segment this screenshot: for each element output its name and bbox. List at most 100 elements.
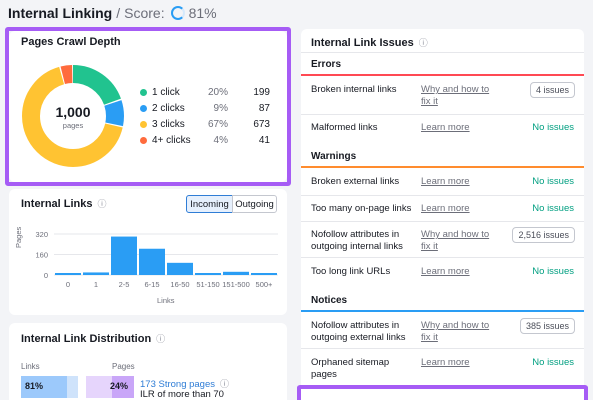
info-icon[interactable]: ⓘ xyxy=(97,199,107,209)
ilr-text: ILR of more than 70 xyxy=(140,389,224,400)
issue-name: Malformed links xyxy=(311,122,378,133)
bar-2-5[interactable] xyxy=(111,236,137,275)
page-header: Internal Linking / Score: 81% xyxy=(8,4,217,22)
issues-badge[interactable]: 4 issues xyxy=(529,82,575,98)
x-tick-label: 500+ xyxy=(256,280,274,289)
y-axis-label: Pages xyxy=(14,226,23,248)
x-tick-label: 16-50 xyxy=(170,280,189,289)
issue-row-long-urls[interactable]: Too long link URLs Learn more No issues xyxy=(301,257,584,287)
issues-title-text: Internal Link Issues xyxy=(311,37,414,49)
strong-pages-text: 173 Strong pages xyxy=(140,379,216,390)
bar-16-50[interactable] xyxy=(167,262,193,275)
legend-count: 41 xyxy=(258,134,270,146)
issue-name: Nofollow attributes in outgoing external… xyxy=(311,320,406,343)
no-issues-status: No issues xyxy=(532,266,574,277)
notices-accent xyxy=(301,310,584,312)
fix-link[interactable]: Why and how to fix it xyxy=(421,320,490,343)
next-row-highlight xyxy=(297,385,588,400)
legend-pct: 20% xyxy=(207,86,228,98)
pages-bar[interactable]: 24% xyxy=(86,376,134,398)
legend-count: 87 xyxy=(258,102,270,114)
legend-row-1-click[interactable]: 1 click 20% 199 xyxy=(140,85,270,99)
distribution-title-text: Internal Link Distribution xyxy=(21,333,152,345)
score-label: Score: xyxy=(124,5,165,21)
issue-name: Too long link URLs xyxy=(311,266,391,277)
internal-links-title-text: Internal Links xyxy=(21,198,93,210)
bar-500+[interactable] xyxy=(251,273,277,275)
fix-link[interactable]: Why and how to fix it xyxy=(421,229,490,252)
warnings-accent xyxy=(301,166,584,168)
x-tick-label: 2-5 xyxy=(119,280,130,289)
legend-pct: 67% xyxy=(207,118,228,130)
divider xyxy=(301,114,584,115)
issue-name: Too many on-page links xyxy=(311,203,412,214)
crawl-depth-highlight xyxy=(5,27,291,186)
issue-row-too-many-links[interactable]: Too many on-page links Learn more No iss… xyxy=(301,195,584,221)
donut-slice-0[interactable] xyxy=(22,65,124,167)
y-tick-label: 320 xyxy=(35,230,48,239)
learn-more-link[interactable]: Learn more xyxy=(421,122,470,133)
info-icon[interactable]: ⓘ xyxy=(220,379,230,389)
issues-badge[interactable]: 385 issues xyxy=(519,318,575,334)
issue-row-orphaned-sitemap[interactable]: Orphaned sitemap pages Learn more No iss… xyxy=(301,348,584,384)
legend-label: 2 clicks xyxy=(152,102,185,114)
tab-incoming[interactable]: Incoming xyxy=(186,195,233,213)
legend-pct: 4% xyxy=(213,134,228,146)
issue-row-malformed[interactable]: Malformed links Learn more No issues xyxy=(301,114,584,144)
issue-row-nofollow-external[interactable]: Nofollow attributes in outgoing external… xyxy=(301,312,584,348)
crawl-depth-title: Pages Crawl Depth xyxy=(21,36,121,48)
learn-more-link[interactable]: Learn more xyxy=(421,176,470,187)
legend-dot xyxy=(140,120,147,128)
no-issues-status: No issues xyxy=(532,203,574,214)
x-tick-label: 6-15 xyxy=(144,280,159,289)
score-value: 81% xyxy=(188,5,217,21)
issue-row-nofollow-internal[interactable]: Nofollow attributes in outgoing internal… xyxy=(301,221,584,257)
x-axis-label: Links xyxy=(157,296,175,305)
divider xyxy=(301,257,584,258)
title-separator: / xyxy=(116,5,121,21)
donut-center-value: 1,000 xyxy=(55,104,91,120)
bar-1[interactable] xyxy=(83,272,109,275)
legend-count: 199 xyxy=(253,86,270,98)
legend-row-4-plus-clicks[interactable]: 4+ clicks 4% 41 xyxy=(140,133,270,147)
links-bar[interactable]: 81% xyxy=(21,376,78,398)
score-ring-icon xyxy=(170,6,185,20)
pages-label: Pages xyxy=(112,362,135,371)
bar-0[interactable] xyxy=(55,273,81,275)
distribution-title: Internal Link Distribution ⓘ xyxy=(21,332,165,345)
crawl-depth-donut[interactable] xyxy=(20,63,126,169)
bar-151-500[interactable] xyxy=(223,271,249,275)
links-label: Links xyxy=(21,362,40,371)
x-tick-label: 0 xyxy=(66,280,70,289)
internal-links-title: Internal Links ⓘ xyxy=(21,197,107,210)
internal-links-chart: 320 160 0 0 1 2-5 6-15 16-50 51-150 151-500 500+ xyxy=(35,230,278,289)
issue-name: Broken internal links xyxy=(311,84,397,95)
bar-6-15[interactable] xyxy=(139,248,165,275)
legend-row-2-clicks[interactable]: 2 clicks 9% 87 xyxy=(140,101,270,115)
info-icon[interactable]: ⓘ xyxy=(418,38,428,48)
legend-row-3-clicks[interactable]: 3 clicks 67% 673 xyxy=(140,117,270,131)
x-tick-label: 1 xyxy=(94,280,98,289)
page-title: Internal Linking xyxy=(8,5,113,21)
y-tick-label: 0 xyxy=(44,271,48,280)
divider xyxy=(301,52,584,53)
learn-more-link[interactable]: Learn more xyxy=(421,203,470,214)
issue-name: Nofollow attributes in outgoing internal… xyxy=(311,229,403,252)
issues-title: Internal Link Issues ⓘ xyxy=(311,36,428,49)
strong-pages-link[interactable]: 173 Strong pages ⓘ xyxy=(140,377,229,390)
issue-row-broken-internal[interactable]: Broken internal links Why and how to fix… xyxy=(301,76,584,114)
fix-link[interactable]: Why and how to fix it xyxy=(421,84,490,107)
divider xyxy=(301,348,584,349)
learn-more-link[interactable]: Learn more xyxy=(421,357,470,368)
issues-badge[interactable]: 2,516 issues xyxy=(512,227,575,243)
donut-slice-2[interactable] xyxy=(22,65,124,167)
legend-dot xyxy=(140,88,147,96)
issue-row-broken-external[interactable]: Broken external links Learn more No issu… xyxy=(301,168,584,196)
bar-51-150[interactable] xyxy=(195,273,221,275)
donut-slice-1[interactable] xyxy=(22,65,124,167)
legend-dot xyxy=(140,104,147,112)
tab-outgoing[interactable]: Outgoing xyxy=(232,195,277,213)
learn-more-link[interactable]: Learn more xyxy=(421,266,470,277)
info-icon[interactable]: ⓘ xyxy=(156,334,166,344)
donut-center-label: pages xyxy=(62,121,84,130)
